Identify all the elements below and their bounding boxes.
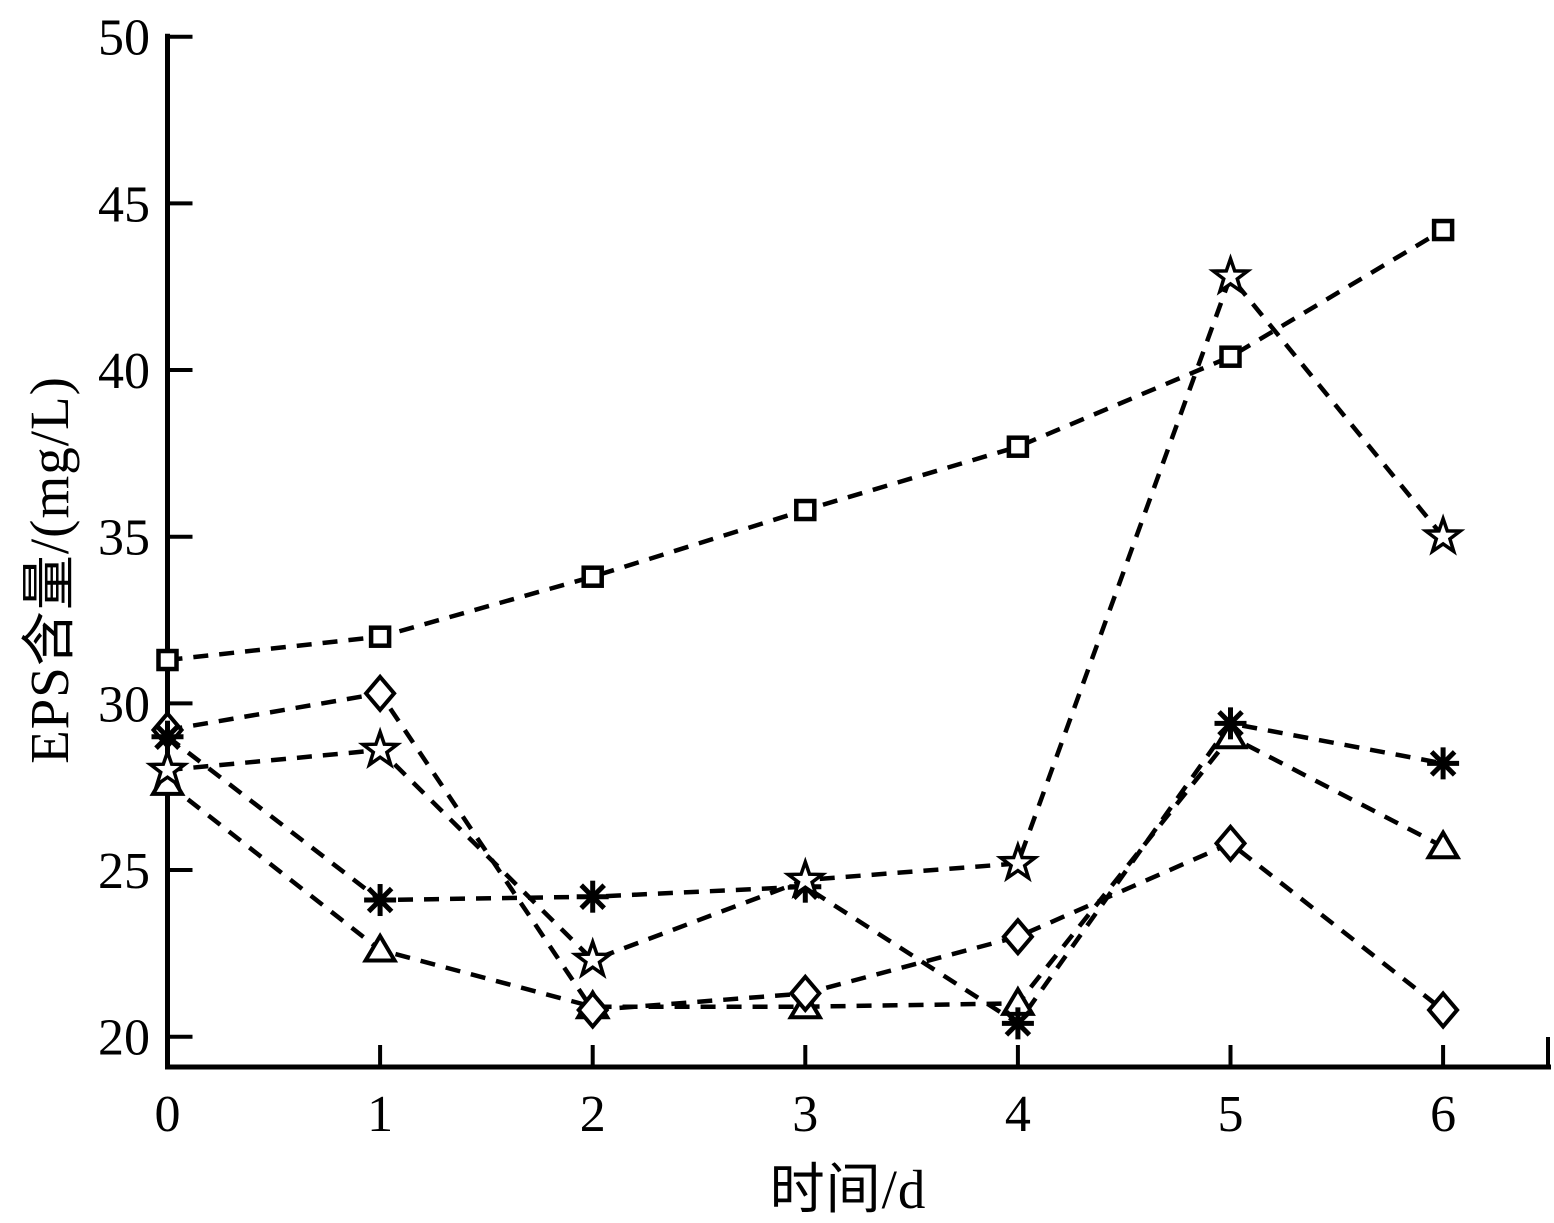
- x-tick-label: 3: [792, 1086, 818, 1143]
- x-tick-label: 0: [155, 1086, 181, 1143]
- star-marker: [145, 746, 190, 789]
- asterisk-marker: [1427, 747, 1460, 780]
- y-axis-label: EPS含量/(mg/L): [19, 376, 80, 764]
- y-tick-label: 35: [98, 510, 150, 567]
- x-tick-label: 1: [367, 1086, 393, 1143]
- star-marker: [1208, 253, 1253, 296]
- series-lines: [166, 228, 1445, 1027]
- square-marker: [794, 498, 817, 522]
- x-tick-label: 4: [1005, 1086, 1031, 1143]
- y-tick-label: 25: [98, 843, 150, 900]
- square-marker: [1219, 345, 1242, 368]
- asterisk-marker: [1214, 707, 1247, 740]
- x-axis-label: 时间/d: [769, 1159, 927, 1220]
- asterisk-series-markers: [151, 707, 1460, 1040]
- diamond-marker: [1426, 990, 1460, 1030]
- diamond-series-markers: [150, 673, 1460, 1030]
- square-marker: [581, 565, 604, 588]
- triangle-marker: [362, 932, 399, 963]
- x-tick-label: 2: [580, 1086, 606, 1143]
- star-series-markers: [145, 253, 1466, 979]
- square-series-line: [167, 228, 1445, 663]
- square-marker: [1006, 435, 1030, 458]
- square-marker: [156, 648, 179, 672]
- x-tick-label: 6: [1430, 1086, 1456, 1143]
- star-marker: [570, 936, 615, 979]
- square-series-markers: [156, 218, 1455, 672]
- y-tick-label: 45: [98, 176, 150, 233]
- diamond-marker: [363, 673, 397, 713]
- star-marker: [1420, 513, 1466, 556]
- triangle-marker: [1425, 828, 1462, 860]
- y-tick-label: 20: [98, 1010, 150, 1067]
- star-marker: [995, 840, 1041, 883]
- y-tick-label: 30: [98, 676, 150, 733]
- diamond-marker: [788, 973, 822, 1013]
- square-marker: [368, 625, 392, 648]
- asterisk-marker: [364, 884, 397, 917]
- square-marker: [1431, 218, 1455, 242]
- star-marker: [357, 726, 403, 769]
- diamond-marker: [1213, 823, 1248, 863]
- diamond-marker: [1001, 917, 1035, 957]
- asterisk-marker: [1001, 1007, 1034, 1040]
- star-marker: [783, 856, 828, 899]
- y-tick-label: 40: [98, 343, 150, 400]
- diamond-marker: [576, 990, 610, 1030]
- x-tick-label: 5: [1218, 1086, 1244, 1143]
- asterisk-marker: [576, 880, 609, 913]
- diamond-series-line: [167, 690, 1445, 1013]
- y-tick-label: 50: [98, 10, 150, 67]
